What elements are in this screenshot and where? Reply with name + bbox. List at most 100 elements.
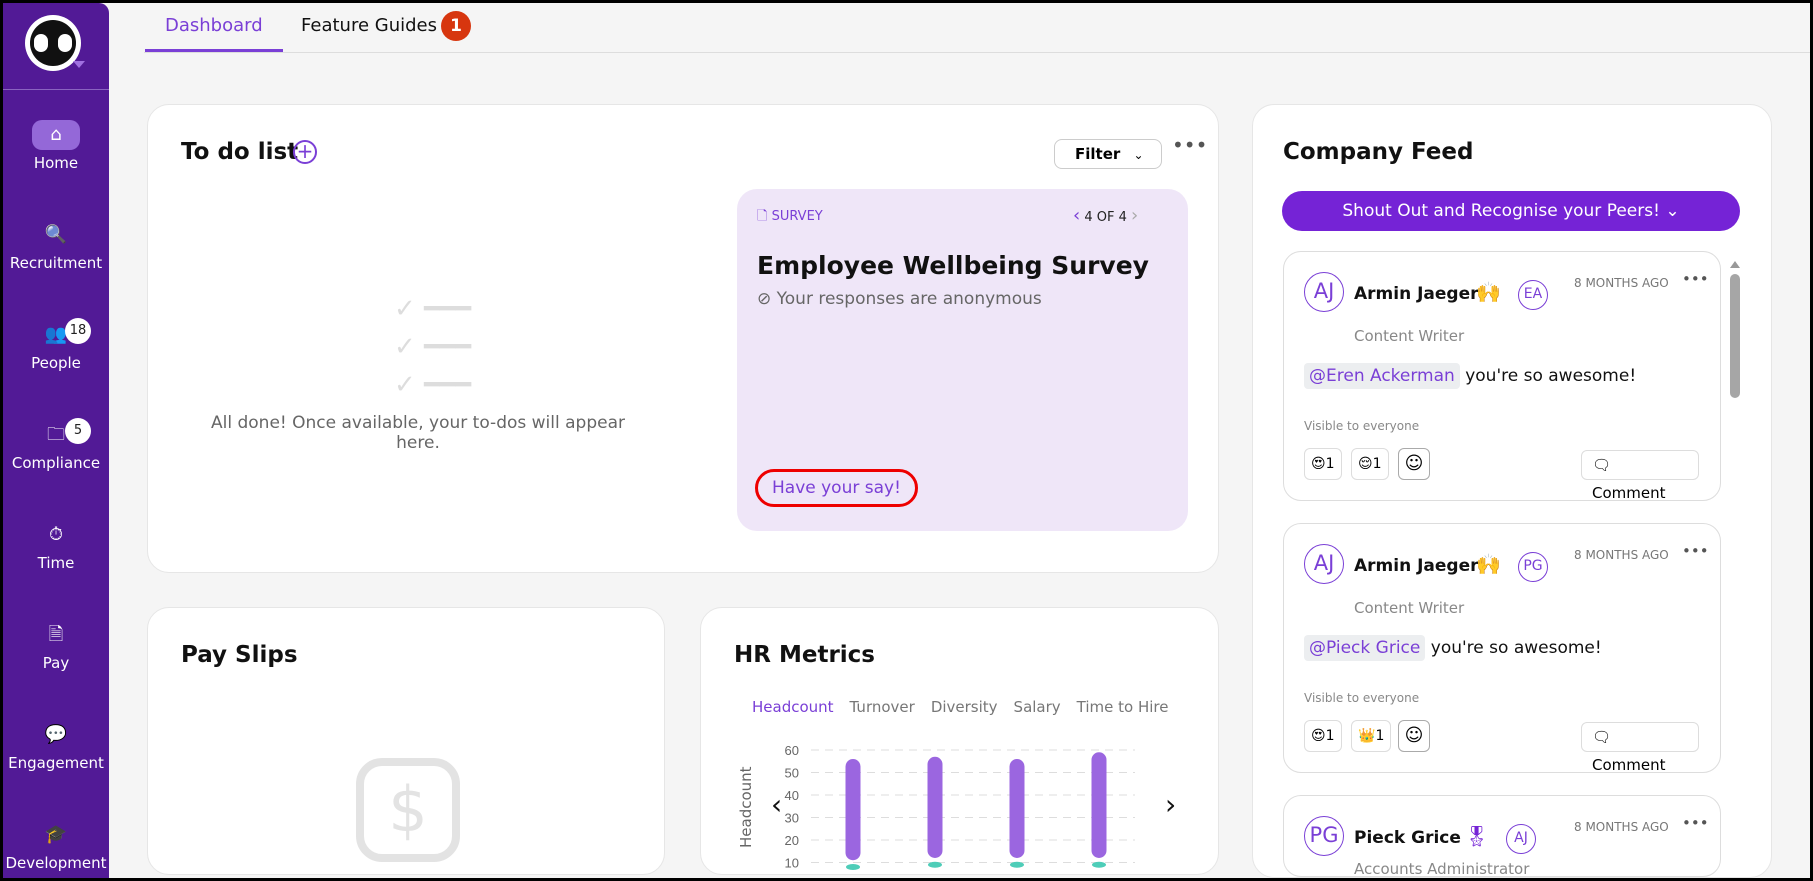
post-time: 8 MONTHS AGO [1574, 276, 1669, 290]
survey-type: 🗋 SURVEY [757, 207, 823, 229]
tab-diversity[interactable]: Diversity [930, 698, 998, 716]
tab-dashboard[interactable]: Dashboard [145, 15, 283, 52]
comment-button[interactable]: 🗨 Comment [1581, 450, 1699, 502]
company-logo[interactable] [25, 15, 81, 71]
more-icon[interactable]: ••• [1682, 270, 1709, 288]
y-tick-label: 60 [785, 743, 799, 758]
avatar[interactable]: AJ [1304, 544, 1344, 584]
author-role: Content Writer [1354, 327, 1465, 345]
survey-title: Employee Wellbeing Survey [757, 251, 1149, 280]
graduation-cap-icon: 🎓 [44, 824, 68, 845]
stopwatch-icon: ⏱ [48, 524, 64, 545]
author-name[interactable]: Pieck Grice [1354, 828, 1461, 848]
add-reaction-button[interactable]: ☺ [1398, 720, 1430, 752]
folder-icon: 🗀 [47, 424, 65, 445]
tab-time-to-hire[interactable]: Time to Hire [1076, 698, 1169, 716]
scroll-up-icon[interactable] [1730, 261, 1740, 268]
reaction-count: 1 [1325, 456, 1335, 472]
headcount-marker [1010, 861, 1024, 868]
people-badge: 18 [65, 318, 91, 344]
reaction-button[interactable]: 😍1 [1304, 448, 1342, 480]
headcount-bar [845, 759, 861, 861]
tab-salary[interactable]: Salary [1013, 698, 1061, 716]
sidebar-item-pay[interactable]: 🗎 Pay [3, 620, 109, 672]
chat-icon: 💬 [44, 724, 68, 745]
y-tick-label: 30 [785, 811, 799, 826]
sidebar-item-people[interactable]: 👥 People 18 [3, 318, 109, 372]
message: you're so awesome! [1465, 366, 1637, 386]
label: Feature Guides [301, 15, 437, 36]
payslips-title: Pay Slips [181, 642, 298, 668]
more-icon[interactable]: ••• [1682, 814, 1709, 832]
tab-headcount[interactable]: Headcount [752, 698, 834, 716]
add-reaction-button[interactable]: ☺ [1398, 448, 1430, 480]
people-icon: 👥 [44, 324, 68, 345]
caret-down-icon[interactable] [73, 61, 85, 68]
label: People [31, 354, 81, 372]
recipient-avatar[interactable]: PG [1518, 552, 1548, 582]
mention[interactable]: @Eren Ackerman [1304, 363, 1460, 389]
sidebar-item-home[interactable]: ⌂ Home [3, 120, 109, 172]
author-role: Content Writer [1354, 599, 1465, 617]
eye-off-icon: ⊘ [757, 289, 777, 309]
sidebar-item-engagement[interactable]: 💬 Engagement [3, 720, 109, 772]
visibility: Visible to everyone [1304, 419, 1420, 433]
feed-title: Company Feed [1283, 139, 1474, 165]
hr-metrics-card: HR Metrics Headcount Turnover Diversity Sal… [700, 607, 1219, 875]
avatar[interactable]: PG [1304, 816, 1344, 856]
chevron-right-icon[interactable]: › [1165, 788, 1177, 821]
label: Comment [1592, 756, 1666, 774]
chevron-right-icon[interactable]: › [1131, 205, 1139, 226]
reaction-button[interactable]: 😌1 [1351, 448, 1389, 480]
filter-dropdown[interactable]: Filter ⌄ [1054, 139, 1162, 169]
checklist-icon: ✓ ━━━ ✓ ━━━ ✓ ━━━ [394, 294, 472, 400]
comment-icon: 🗨 [1592, 456, 1612, 474]
headcount-bar [1091, 752, 1107, 858]
feed-post: AJ Armin Jaeger 🙌 PG 8 MONTHS AGO ••• Co… [1283, 523, 1721, 774]
survey-card: 🗋 SURVEY ‹ 4 OF 4 › Employee Wellbeing S… [737, 189, 1188, 531]
sidebar-item-recruitment[interactable]: 🔍 Recruitment [3, 220, 109, 272]
author-name[interactable]: Armin Jaeger [1354, 284, 1479, 304]
mention[interactable]: @Pieck Grice [1304, 635, 1426, 661]
reaction-button[interactable]: 😍1 [1304, 720, 1342, 752]
scrollbar[interactable] [1730, 259, 1740, 859]
label: Development [5, 854, 107, 872]
avatar[interactable]: AJ [1304, 272, 1344, 312]
top-tabs: Dashboard Feature Guides 1 [144, 3, 1810, 53]
reaction-count: 1 [1375, 728, 1385, 744]
post-time: 8 MONTHS AGO [1574, 548, 1669, 562]
shoutout-button[interactable]: Shout Out and Recognise your Peers! ⌄ [1282, 191, 1740, 231]
feed-post: PG Pieck Grice 🎖 AJ 8 MONTHS AGO ••• Acc… [1283, 795, 1721, 877]
more-icon[interactable]: ••• [1172, 133, 1208, 157]
add-todo-button[interactable]: + [293, 140, 317, 164]
scrollbar-thumb[interactable] [1730, 274, 1740, 398]
label: Filter [1075, 145, 1121, 163]
reaction-count: 1 [1372, 456, 1382, 472]
more-icon[interactable]: ••• [1682, 542, 1709, 560]
comment-button[interactable]: 🗨 Comment [1581, 722, 1699, 774]
sidebar-item-development[interactable]: 🎓 Development [3, 820, 109, 872]
sidebar-item-compliance[interactable]: 🗀 Compliance 5 [3, 418, 109, 472]
award-emoji: 🎖 [1464, 824, 1490, 848]
recipient-avatar[interactable]: EA [1518, 280, 1548, 310]
label: SURVEY [771, 209, 823, 224]
chevron-left-icon[interactable]: ‹ [771, 788, 783, 821]
author-name[interactable]: Armin Jaeger [1354, 556, 1479, 576]
y-tick-label: 50 [785, 766, 799, 781]
author-role: Accounts Administrator [1354, 860, 1530, 878]
todo-title: To do list [181, 139, 299, 165]
survey-note: ⊘ Your responses are anonymous [757, 289, 1042, 309]
have-your-say-button[interactable]: Have your say! [755, 469, 918, 507]
tab-feature-guides[interactable]: Feature Guides 1 [301, 11, 471, 41]
chevron-left-icon[interactable]: ‹ [1073, 205, 1081, 226]
recipient-avatar[interactable]: AJ [1506, 824, 1536, 854]
hr-tabs: Headcount Turnover Diversity Salary Time to … [752, 698, 1169, 716]
sidebar-item-time[interactable]: ⏱ Time [3, 520, 109, 572]
reaction-button[interactable]: 👑1 [1351, 720, 1392, 752]
headcount-chart: 10 20 30 40 50 60 [785, 743, 1135, 871]
label: Recruitment [9, 254, 103, 272]
app: ⌂ Home 🔍 Recruitment 👥 People 18 🗀 Compliance… [3, 3, 1810, 878]
post-text: @Eren Ackerman you're so awesome! [1304, 363, 1637, 389]
tab-turnover[interactable]: Turnover [849, 698, 915, 716]
sidebar: ⌂ Home 🔍 Recruitment 👥 People 18 🗀 Compliance… [3, 3, 109, 878]
